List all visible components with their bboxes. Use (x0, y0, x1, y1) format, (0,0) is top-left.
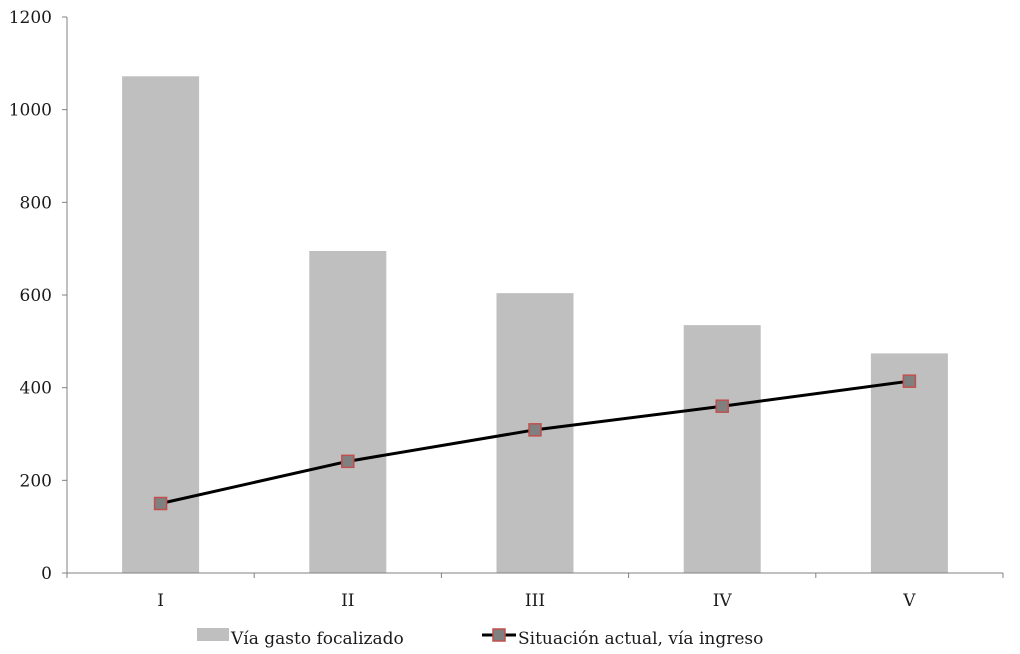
bar-I (122, 76, 200, 573)
y-tick-label: 1200 (9, 8, 52, 28)
line-point-III (528, 423, 542, 437)
line-layer (153, 374, 917, 511)
bar-V (870, 353, 948, 573)
y-tick-label: 0 (41, 564, 52, 584)
x-tick-label: III (525, 591, 545, 611)
y-tick-label: 1000 (9, 101, 52, 121)
legend-line-marker (492, 628, 506, 642)
y-tick-label: 600 (20, 286, 52, 306)
x-tick-label: V (902, 591, 916, 611)
legend: Vía gasto focalizado Situación actual, ví… (197, 628, 763, 649)
bar-II (309, 250, 387, 573)
line-point-V (902, 374, 917, 388)
bar-IV (683, 325, 761, 573)
legend-bar-swatch (197, 628, 229, 641)
x-tick-label: II (341, 591, 354, 611)
line-point-I (153, 496, 168, 511)
line-point-II (341, 454, 355, 469)
y-tick-label: 400 (20, 379, 52, 399)
y-tick-label: 200 (20, 471, 52, 491)
y-tick-label: 800 (20, 193, 52, 213)
x-tick-label: I (157, 591, 164, 611)
legend-label-bar: Vía gasto focalizado (230, 629, 404, 649)
legend-label-line: Situación actual, vía ingreso (518, 629, 763, 649)
line-point-IV (715, 399, 729, 413)
x-tick-label: IV (713, 591, 733, 611)
bars-layer (122, 76, 948, 573)
